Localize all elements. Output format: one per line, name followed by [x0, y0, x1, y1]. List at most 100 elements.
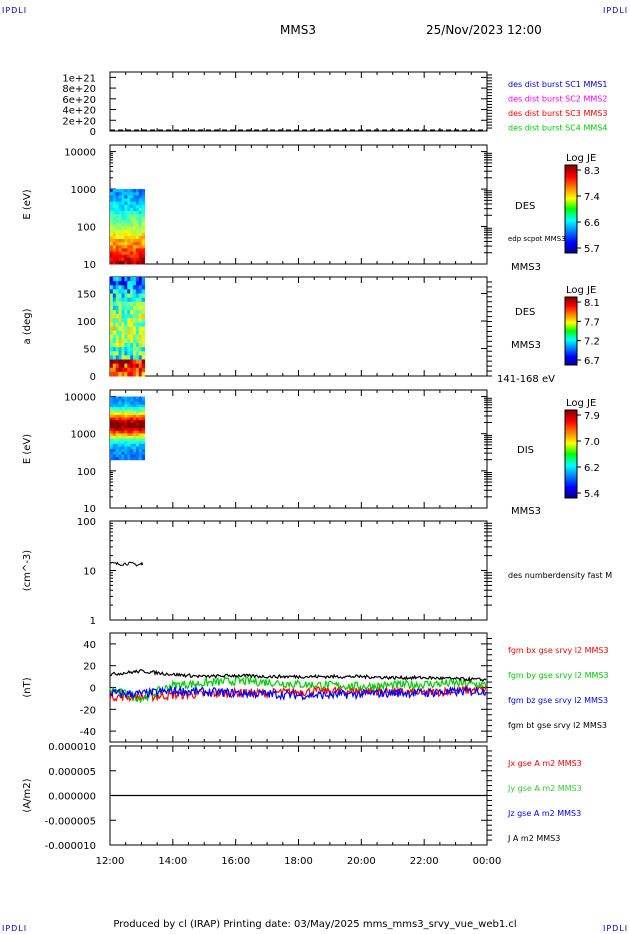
des-pitch-cell	[124, 330, 128, 336]
dis-energy-cell	[115, 399, 120, 403]
dis-energy-cell	[135, 417, 140, 421]
dis-energy-cell	[121, 409, 125, 413]
dis-energy-cell	[118, 428, 123, 432]
des-pitch-cell	[118, 297, 123, 303]
des-energy-cell	[133, 260, 137, 265]
dis-energy-cell	[121, 457, 125, 461]
des-energy-cell	[112, 192, 117, 196]
dis-energy-cell	[121, 412, 125, 416]
des-energy-cell	[141, 214, 146, 218]
des-pitch-cell	[118, 326, 123, 332]
dis-energy-cell	[138, 425, 143, 429]
dis-energy-cell	[112, 425, 117, 429]
des-energy-cell	[112, 210, 117, 215]
dis-energy-cell	[127, 425, 131, 429]
des-pitch-cell	[118, 343, 123, 348]
des-energy-cell	[115, 235, 120, 240]
dis-energy-cell	[110, 401, 114, 405]
dis-energy-cell	[124, 422, 128, 426]
dis-energy-cell	[112, 414, 117, 419]
dis-energy-instrument-label: DIS	[517, 445, 534, 456]
des-energy-cell	[112, 254, 117, 259]
dis-energy-cell	[112, 409, 117, 413]
dis-energy-cell	[130, 425, 134, 429]
dis-energy-cell	[135, 433, 140, 437]
dis-energy-cell	[141, 443, 146, 448]
dis-energy-cell	[141, 412, 146, 416]
dis-energy-cell	[124, 404, 128, 408]
des-energy-cell	[133, 192, 137, 196]
des-pitch-cell	[121, 297, 125, 303]
des-energy-cell	[130, 201, 134, 206]
des-pitch-cell	[127, 330, 131, 336]
dis-energy-cell	[138, 420, 143, 424]
des-pitch-cell	[115, 355, 120, 360]
des-pitch-cell	[130, 310, 134, 315]
des-energy-cell	[133, 189, 137, 193]
des-pitch-cell	[133, 371, 137, 377]
des-pitch-cell	[112, 334, 117, 340]
des-pitch-cell	[141, 281, 146, 286]
des-energy-cell	[135, 223, 140, 228]
des-pitch-cell	[112, 297, 117, 303]
des-energy-cell	[110, 235, 114, 240]
des-pitch-cell	[115, 359, 120, 365]
des-energy-cell	[110, 239, 114, 243]
des-energy-cell	[133, 242, 137, 246]
des-energy-cell	[130, 229, 134, 234]
des-energy-cell	[135, 260, 140, 265]
des-energy-cell	[133, 217, 137, 221]
des-energy-cell	[112, 242, 117, 246]
des-energy-cell	[118, 235, 123, 240]
dist-burst-ytick-label: 1e+21	[62, 73, 96, 84]
corner-label-bottom-right: IPDLI	[603, 924, 629, 933]
dis-energy-cell	[121, 435, 125, 440]
des-energy-cell	[121, 260, 125, 265]
des-energy-cell	[130, 189, 134, 193]
des-energy-cell	[135, 214, 140, 218]
des-energy-cell	[121, 189, 125, 193]
dis-energy-cell	[130, 399, 134, 403]
dis-energy-cell	[121, 417, 125, 421]
dis-energy-cell	[127, 457, 131, 461]
des-energy-cell	[121, 235, 125, 240]
des-energy-cell	[138, 226, 143, 231]
dis-energy-cell	[124, 441, 128, 445]
des-energy-cell	[133, 204, 137, 209]
dist-burst-legend-entry: des dist burst SC4 MMS4	[508, 124, 607, 133]
des-energy-cell	[110, 195, 114, 199]
des-energy-frame	[109, 144, 488, 265]
dis-energy-cell	[112, 428, 117, 432]
des-pitch-cell	[112, 326, 117, 332]
dis-energy-cell	[115, 396, 120, 400]
des-pitch-cell	[138, 330, 143, 336]
dis-energy-cell	[127, 404, 131, 408]
des-pitch-cell	[112, 355, 117, 360]
des-energy-cell	[127, 257, 131, 262]
des-pitch-cell	[133, 281, 137, 286]
des-energy-cell	[118, 207, 123, 212]
des-pitch-colorbar-label: 8.1	[584, 298, 600, 309]
des-energy-cell	[110, 214, 114, 218]
dis-energy-cell	[130, 441, 134, 445]
current-ytick-label: -0.000005	[45, 816, 96, 827]
des-pitch-cell	[115, 297, 120, 303]
des-pitch-cell	[121, 326, 125, 332]
des-pitch-cell	[112, 305, 117, 311]
dis-energy-cell	[141, 457, 146, 461]
des-pitch-cell	[112, 289, 117, 294]
des-energy-cell	[112, 217, 117, 221]
des-energy-cell	[127, 201, 131, 206]
dis-energy-cell	[121, 438, 125, 442]
dis-energy-cell	[124, 412, 128, 416]
des-energy-cell	[138, 198, 143, 203]
des-energy-cell	[133, 239, 137, 243]
x-axis-tick-label: 20:00	[347, 856, 376, 867]
des-pitch-cell	[112, 367, 117, 373]
des-pitch-cell	[135, 293, 140, 299]
des-energy-cell	[112, 251, 117, 256]
dis-energy-cell	[130, 443, 134, 448]
dis-energy-cell	[141, 441, 146, 445]
des-energy-cell	[141, 239, 146, 243]
density-ytick-label: 1	[90, 616, 96, 627]
